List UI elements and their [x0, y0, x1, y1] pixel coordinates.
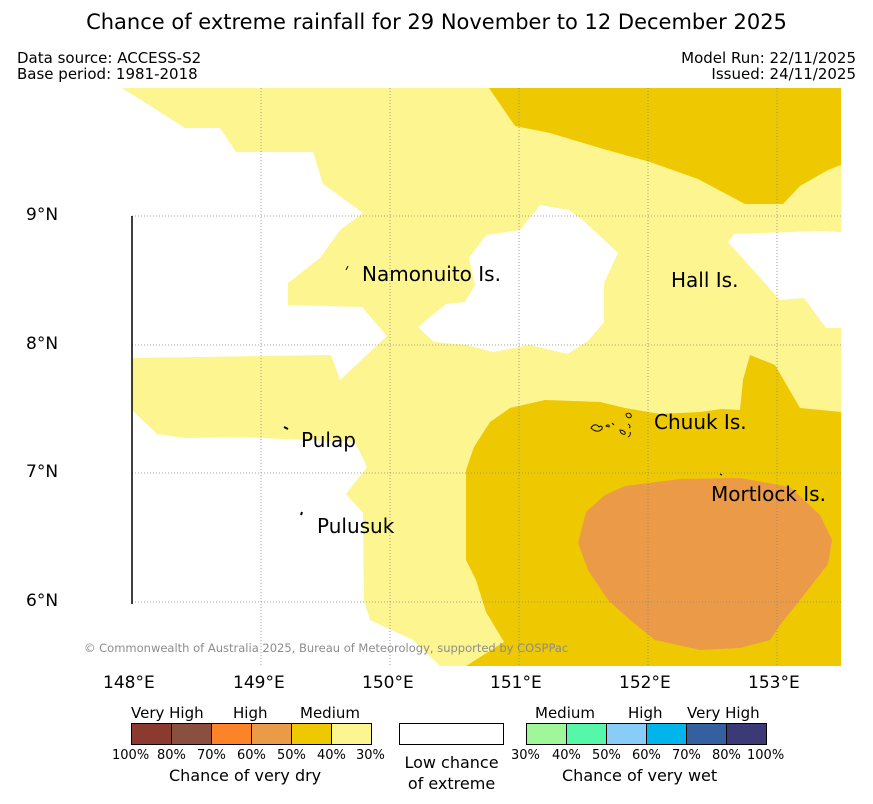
wet-swatch-70-80 — [686, 723, 727, 745]
map-area — [122, 88, 841, 666]
lat-label-8n: 8°N — [26, 334, 59, 354]
namonuito-island-mark — [345, 265, 349, 271]
label-chuuk: Chuuk Is. — [654, 410, 747, 434]
lon-label-148e: 148°E — [103, 673, 155, 693]
dry-swatch-40-30 — [331, 723, 372, 745]
dry-tick-40: 40% — [317, 748, 346, 763]
base-period-text: Base period: 1981-2018 — [17, 65, 198, 83]
copyright-text: © Commonwealth of Australia 2025, Bureau… — [84, 641, 569, 655]
dry-tick-80: 80% — [157, 748, 186, 763]
lat-label-6n: 6°N — [26, 591, 59, 611]
wet-tick-50: 50% — [592, 748, 621, 763]
lat-label-9n: 9°N — [26, 205, 59, 225]
dry-tick-100: 100% — [112, 748, 150, 763]
model-run-text: Model Run: 22/11/2025 — [681, 49, 856, 67]
wet-swatch-40-50 — [566, 723, 607, 745]
low-chance-swatch — [399, 723, 504, 745]
data-source-text: Data source: ACCESS-S2 — [17, 49, 202, 67]
low-chance-caption: Low chance of extreme — [404, 753, 499, 793]
wet-header-high: High — [628, 704, 663, 722]
wet-swatch-30-40 — [526, 723, 567, 745]
dry-tick-60: 60% — [237, 748, 266, 763]
dry-tick-30: 30% — [356, 748, 385, 763]
wet-tick-80: 80% — [712, 748, 741, 763]
wet-header-very-high: Very High — [687, 704, 760, 722]
dry-header-very-high: Very High — [131, 704, 204, 722]
wet-tick-60: 60% — [632, 748, 661, 763]
wet-tick-30: 30% — [511, 748, 540, 763]
wet-tick-70: 70% — [672, 748, 701, 763]
lon-label-149e: 149°E — [233, 673, 285, 693]
dry-header-medium: Medium — [300, 704, 360, 722]
high-dry-orange-patch — [578, 478, 832, 650]
lon-label-151e: 151°E — [490, 673, 542, 693]
label-hall: Hall Is. — [671, 268, 739, 292]
label-mortlock: Mortlock Is. — [711, 482, 826, 506]
dry-swatch-80-70 — [171, 723, 212, 745]
graticule — [132, 88, 841, 666]
dry-swatch-60-50 — [251, 723, 292, 745]
label-pulap: Pulap — [301, 428, 356, 452]
wet-tick-40: 40% — [552, 748, 581, 763]
chuuk-island-mark — [590, 412, 632, 438]
wet-tick-100: 100% — [747, 748, 785, 763]
dry-caption: Chance of very dry — [169, 766, 322, 785]
meta-left: Data source: ACCESS-S2 Base period: 1981… — [17, 50, 201, 82]
dry-swatch-70-60 — [211, 723, 252, 745]
island-marks — [283, 265, 723, 516]
pulusuk-island-mark — [300, 511, 303, 516]
issued-text: Issued: 24/11/2025 — [711, 65, 856, 83]
mortlock-island-mark — [719, 473, 723, 476]
label-pulusuk: Pulusuk — [317, 514, 395, 538]
high-dry-region-north — [489, 88, 841, 204]
wet-swatch-50-60 — [606, 723, 647, 745]
lon-label-152e: 152°E — [619, 673, 671, 693]
low-chance-hole — [418, 205, 618, 354]
label-namonuito: Namonuito Is. — [362, 262, 501, 286]
map-title: Chance of extreme rainfall for 29 Novemb… — [86, 10, 787, 34]
wet-swatch-80-100 — [726, 723, 767, 745]
wet-header-medium: Medium — [535, 704, 595, 722]
dry-tick-70: 70% — [197, 748, 226, 763]
dry-tick-50: 50% — [277, 748, 306, 763]
meta-right: Model Run: 22/11/2025 Issued: 24/11/2025 — [681, 50, 856, 82]
dry-header-high: High — [233, 704, 268, 722]
dry-swatch-100-80 — [131, 723, 172, 745]
wet-swatch-60-70 — [646, 723, 687, 745]
lat-label-7n: 7°N — [26, 462, 59, 482]
lon-label-153e: 153°E — [748, 673, 800, 693]
dry-swatch-50-40 — [291, 723, 332, 745]
lon-label-150e: 150°E — [362, 673, 414, 693]
wet-caption: Chance of very wet — [562, 766, 718, 785]
pulap-island-mark — [283, 426, 289, 430]
